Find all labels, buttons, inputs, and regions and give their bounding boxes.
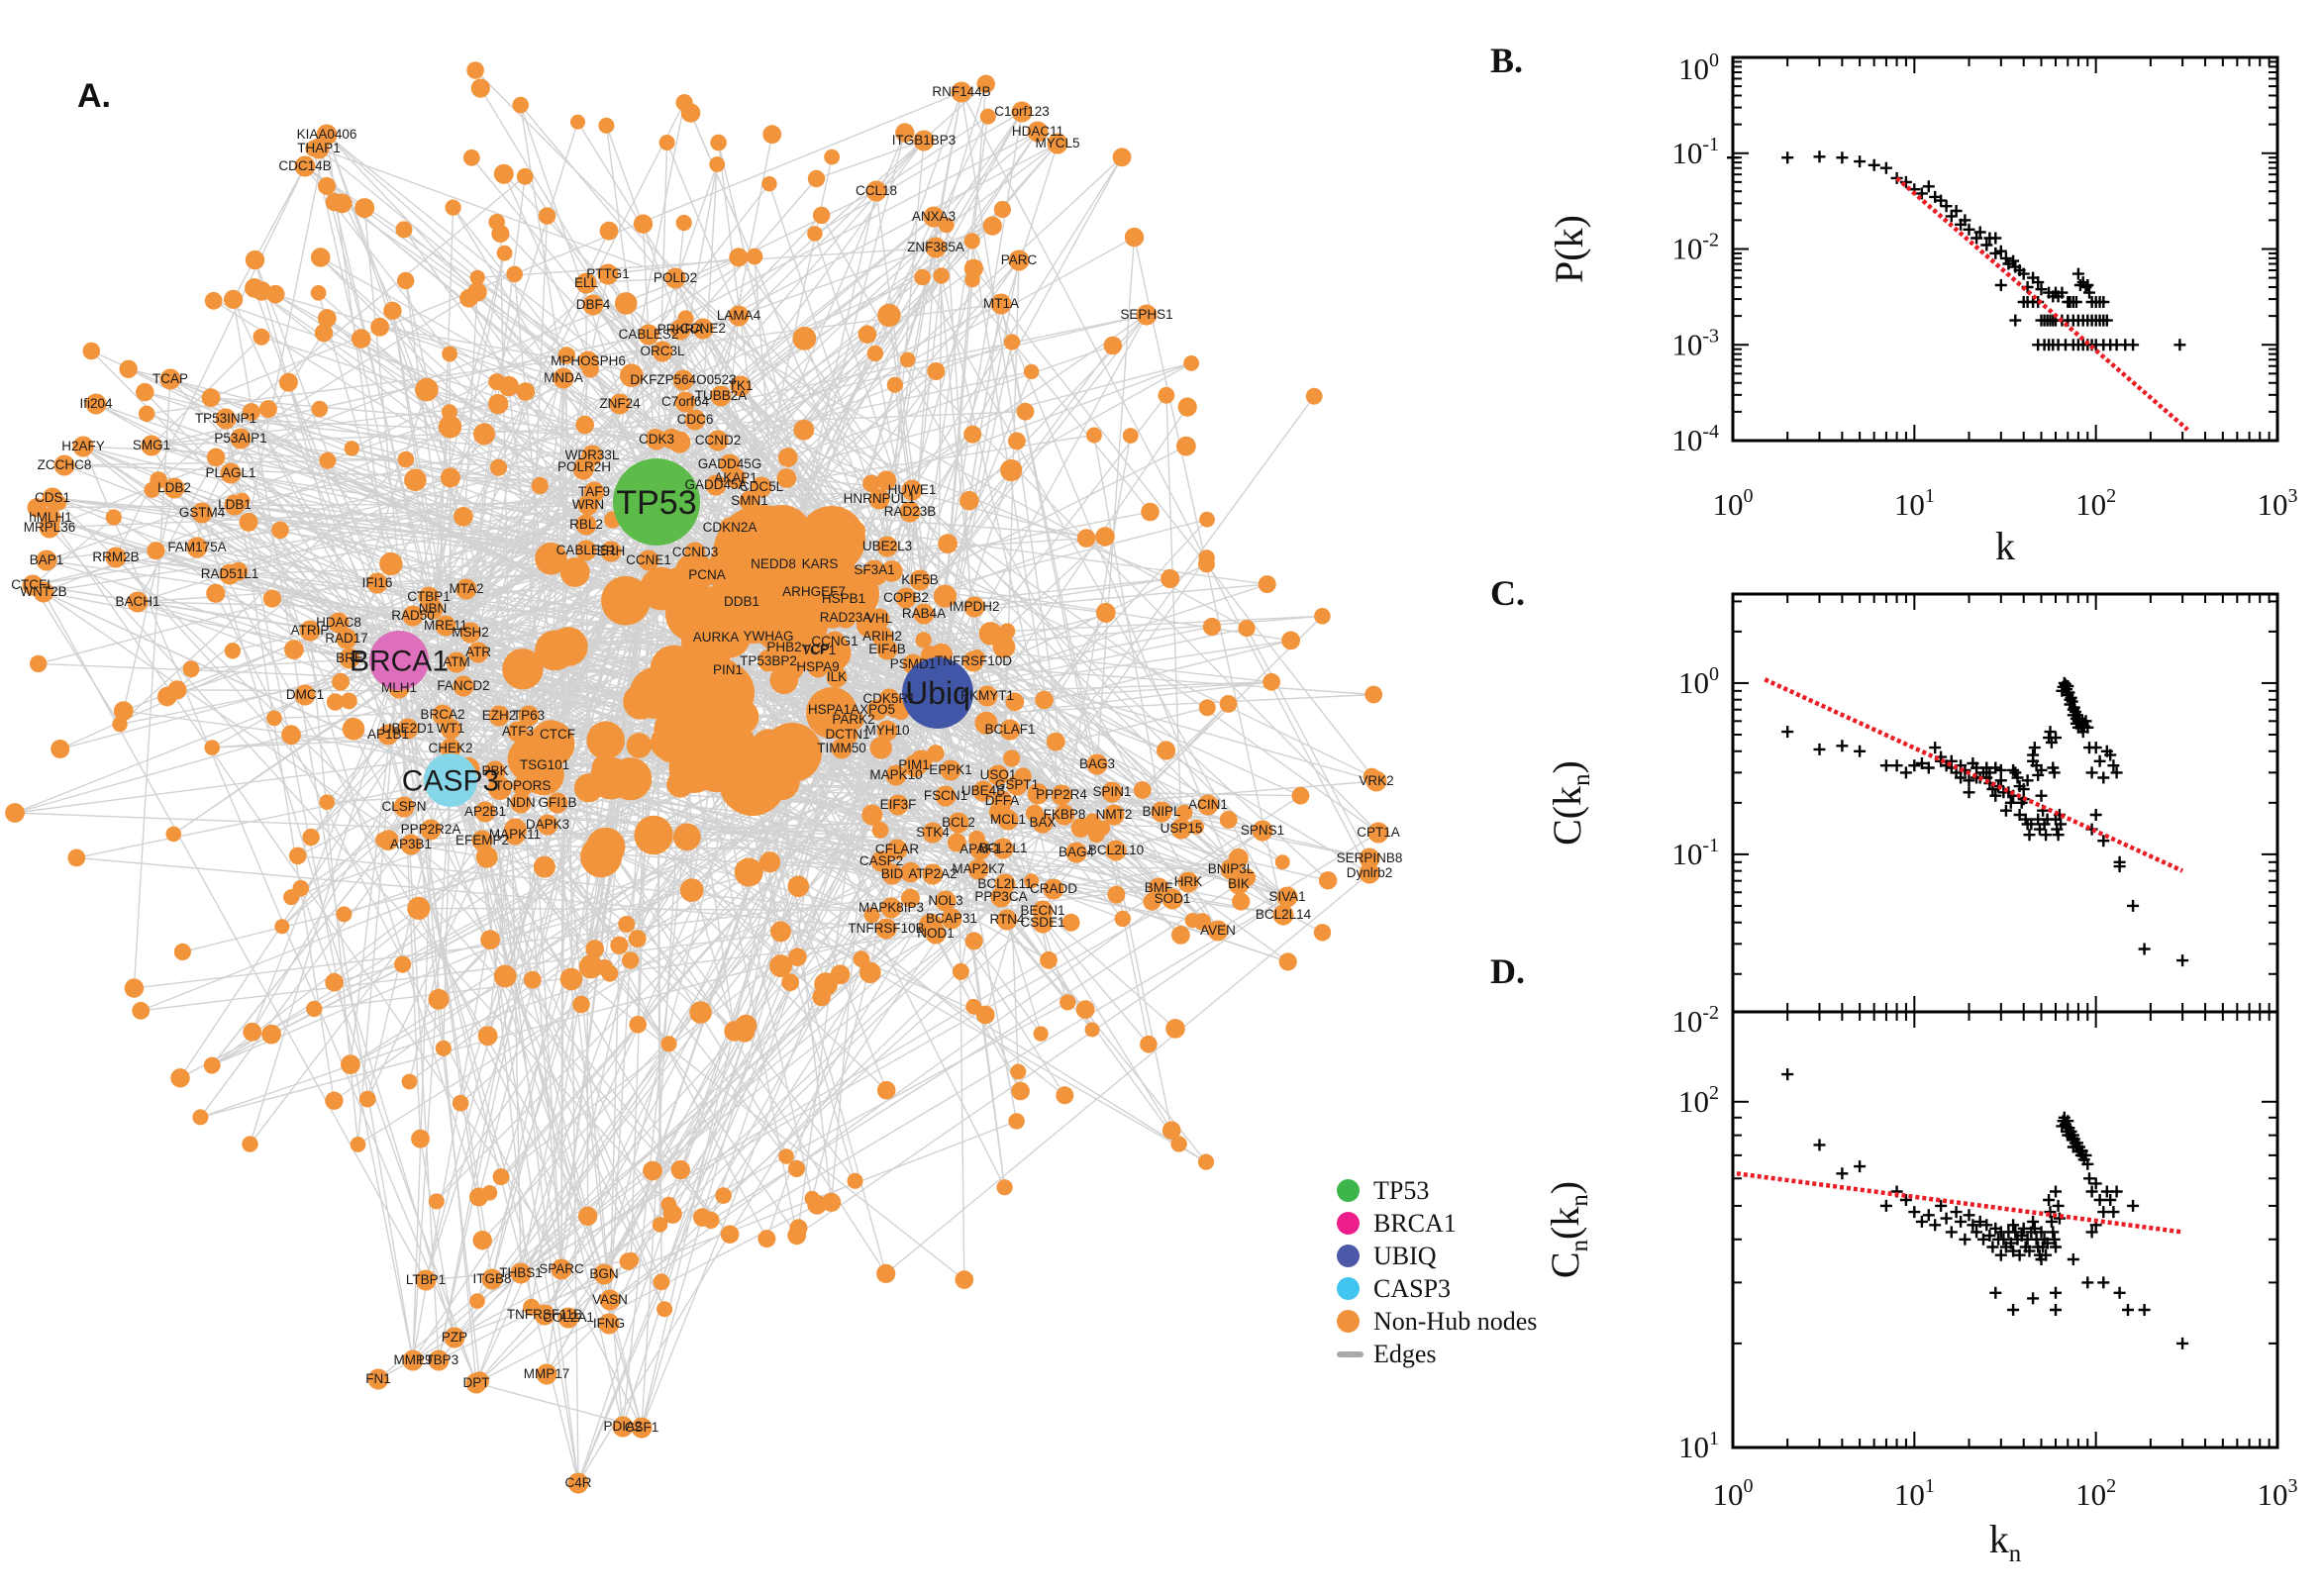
hub-node-ubiq	[902, 657, 973, 729]
axis-tick-label: 101	[1894, 1475, 1935, 1512]
plot-frame	[1731, 55, 2279, 443]
chart-d: 100 101 102 103 102 101 Cn(kn) kn	[1543, 1010, 2298, 1567]
network-node-labels: CDC14BTHAP1KIAA0406TCAPIfi204TP53INP1P53…	[11, 84, 1402, 1490]
hub-node-label: BRCA1	[350, 646, 449, 678]
legend-item: TP53	[1337, 1174, 1537, 1207]
hub-node-label: CASP3	[402, 765, 499, 798]
axis-ticks	[1732, 1012, 2278, 1448]
fit-line	[1736, 1171, 2183, 1235]
hub-node-label: Ubiq	[905, 675, 970, 711]
legend-item: BRCA1	[1337, 1207, 1537, 1240]
legend-item-label: BRCA1	[1373, 1208, 1457, 1238]
axis-tick-label: 102	[1678, 1082, 1719, 1119]
plot-frame	[1731, 1010, 2279, 1449]
axis-ticks	[1732, 56, 2278, 442]
legend-item-label: Edges	[1373, 1339, 1437, 1368]
legend-item-label: TP53	[1373, 1175, 1430, 1205]
legend-item: CASP3	[1337, 1272, 1537, 1305]
axis-ticks	[1732, 594, 2278, 1012]
hub-node-casp3	[424, 753, 477, 807]
axis-tick-label: 100	[1678, 663, 1719, 700]
axis-tick-label: 103	[2258, 1475, 2298, 1512]
axis-tick-label: 10-1	[1671, 835, 1719, 871]
network-hub-nodes	[369, 458, 973, 807]
y-axis-title: P(k)	[1547, 215, 1591, 283]
fit-line	[1764, 677, 2184, 873]
axis-tick-label: 10-4	[1671, 421, 1719, 457]
data-points	[1727, 150, 2186, 351]
axis-tick-label: 100	[1713, 1475, 1754, 1512]
legend: TP53 BRCA1 UBIQ CASP3 Non-Hub nodes Edges	[1337, 1174, 1537, 1370]
legend-item: Non-Hub nodes	[1337, 1305, 1537, 1338]
axis-tick-label: 101	[1894, 485, 1935, 522]
y-axis-title: C(kn)	[1545, 760, 1595, 846]
legend-item-label: CASP3	[1373, 1273, 1452, 1303]
legend-item: UBIQ	[1337, 1240, 1537, 1272]
axis-tick-label: 102	[2075, 1475, 2116, 1512]
x-axis-title: k	[1995, 524, 2015, 568]
legend-item-label: Non-Hub nodes	[1373, 1306, 1538, 1336]
panel-c-label: C.	[1490, 573, 1525, 613]
node-swatch-icon	[1337, 1212, 1360, 1235]
y-axis-title: Cn(kn)	[1543, 1181, 1593, 1278]
axis-tick-label: 103	[2258, 485, 2298, 522]
axis-tick-label: 101	[1678, 1428, 1719, 1464]
hub-node-brca1	[369, 631, 429, 690]
axis-tick-label: 10-2	[1671, 230, 1719, 266]
fit-line	[1895, 176, 2189, 432]
chart-b: 100 101 102 103 100 10-1 10-2 10-3 10-4 P(k) k	[1547, 50, 2298, 568]
legend-item: Edges	[1337, 1338, 1537, 1370]
axis-tick-label: 10-3	[1671, 325, 1719, 361]
node-swatch-icon	[1337, 1245, 1360, 1267]
axis-tick-label: 100	[1713, 485, 1754, 522]
node-swatch-icon	[1337, 1310, 1360, 1333]
axis-tick-label: 10-1	[1671, 134, 1719, 170]
network-diagram: CDC14BTHAP1KIAA0406TCAPIfi204TP53INP1P53…	[5, 61, 1402, 1494]
axis-tick-label: 10-2	[1671, 1002, 1719, 1039]
axis-tick-label: 100	[1678, 50, 1719, 86]
axis-tick-labels: 100 101 102 103 102 101	[1678, 1082, 2298, 1512]
node-swatch-icon	[1337, 1179, 1360, 1202]
legend-item-label: UBIQ	[1373, 1241, 1437, 1270]
panel-b-label: B.	[1490, 41, 1524, 80]
network-nodes	[5, 61, 1383, 1391]
axis-tick-labels: 100 101 102 103 100 10-1 10-2 10-3 10-4	[1671, 50, 2297, 522]
hub-node-label: TP53	[616, 484, 696, 522]
chart-c: 100 10-1 10-2 C(kn)	[1545, 592, 2279, 1039]
node-swatch-icon	[1337, 1277, 1360, 1300]
hub-node-tp53	[613, 458, 700, 546]
axis-tick-label: 102	[2075, 485, 2116, 522]
data-points	[1781, 1068, 2189, 1349]
axis-tick-labels: 100 10-1 10-2	[1671, 663, 1719, 1039]
network-labeled-nodes	[22, 81, 1389, 1494]
edge-swatch-icon	[1337, 1350, 1364, 1357]
panel-d-label: D.	[1490, 951, 1525, 991]
data-points	[1781, 676, 2189, 967]
panel-a-label: A.	[77, 77, 111, 115]
x-axis-title: kn	[1989, 1517, 2022, 1567]
